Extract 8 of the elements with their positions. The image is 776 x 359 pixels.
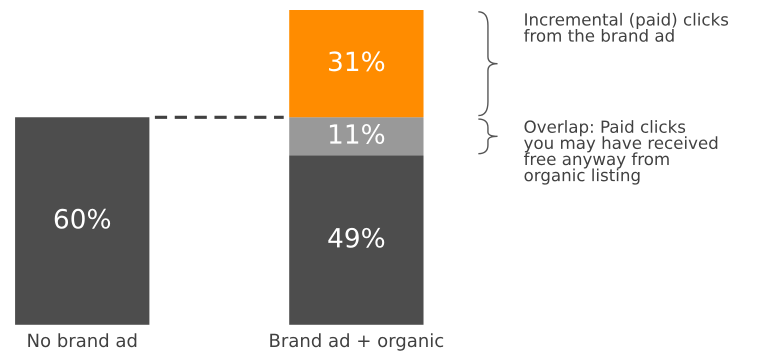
data-label: 49% xyxy=(328,228,384,248)
x-tick-label: Brand ad + organic xyxy=(270,333,444,351)
text: Overlap: Paid clicks you may have received free anyway from organic listing xyxy=(524,120,718,185)
data-label: 31% xyxy=(329,51,384,72)
data-label: 60% xyxy=(54,208,110,229)
text: Incremental (paid) clicks from the brand ad xyxy=(524,12,728,42)
x-tick-label: No brand ad xyxy=(28,333,136,348)
data-label: 11% xyxy=(330,124,384,144)
